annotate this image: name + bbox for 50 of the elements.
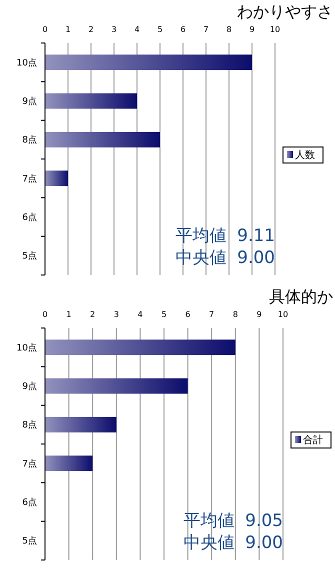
x-tick-label: 0 bbox=[42, 25, 48, 34]
x-tick-label: 2 bbox=[88, 25, 94, 34]
legend-label: 人数 bbox=[295, 150, 315, 161]
x-tick-label: 10 bbox=[270, 25, 280, 34]
y-tick-label: 10点 bbox=[16, 57, 37, 68]
bar bbox=[45, 416, 116, 432]
x-tick-label: 5 bbox=[157, 25, 163, 34]
x-tick-label: 4 bbox=[134, 25, 140, 34]
x-tick-label: 7 bbox=[209, 310, 214, 319]
bar bbox=[45, 93, 137, 109]
y-tick-label: 9点 bbox=[22, 96, 37, 107]
bar bbox=[45, 378, 188, 394]
chart-title: わかりやすさ bbox=[237, 2, 333, 21]
x-tick-label: 7 bbox=[203, 25, 209, 34]
y-tick-label: 8点 bbox=[22, 134, 37, 146]
x-tick-label: 8 bbox=[226, 25, 232, 34]
y-tick-label: 5点 bbox=[22, 536, 37, 547]
x-tick-label: 9 bbox=[249, 25, 255, 34]
x-tick-label: 2 bbox=[90, 310, 96, 319]
y-tick-label: 10点 bbox=[16, 342, 37, 354]
bar bbox=[45, 132, 160, 148]
x-tick-label: 10 bbox=[278, 310, 288, 319]
x-tick-label: 0 bbox=[42, 310, 48, 319]
x-tick-label: 3 bbox=[111, 25, 117, 34]
x-tick-label: 1 bbox=[66, 310, 72, 319]
bar bbox=[45, 456, 93, 472]
annotation: 中央値 9.00 bbox=[175, 248, 275, 268]
y-tick-label: 6点 bbox=[22, 212, 37, 223]
x-tick-label: 3 bbox=[114, 310, 119, 319]
y-tick-label: 6点 bbox=[22, 497, 37, 508]
chart-title: 具体的か bbox=[269, 287, 333, 306]
x-tick-label: 8 bbox=[232, 310, 238, 319]
x-tick-label: 6 bbox=[185, 310, 190, 319]
bar bbox=[45, 170, 68, 186]
y-tick-label: 9点 bbox=[22, 381, 37, 392]
y-tick-label: 5点 bbox=[22, 250, 37, 262]
legend-label: 合計 bbox=[303, 434, 323, 446]
annotation: 平均値 9.11 bbox=[175, 226, 275, 246]
y-tick-label: 8点 bbox=[22, 420, 37, 431]
x-tick-label: 4 bbox=[138, 310, 143, 319]
x-tick-label: 1 bbox=[65, 25, 71, 34]
y-tick-label: 7点 bbox=[22, 173, 37, 184]
x-tick-label: 9 bbox=[256, 310, 262, 319]
annotation: 平均値 9.05 bbox=[183, 511, 283, 531]
annotation: 中央値 9.00 bbox=[183, 533, 283, 553]
y-tick-label: 7点 bbox=[22, 458, 37, 470]
bar bbox=[45, 54, 252, 70]
x-tick-label: 5 bbox=[161, 310, 167, 319]
bar bbox=[45, 340, 236, 356]
x-tick-label: 6 bbox=[180, 25, 186, 34]
